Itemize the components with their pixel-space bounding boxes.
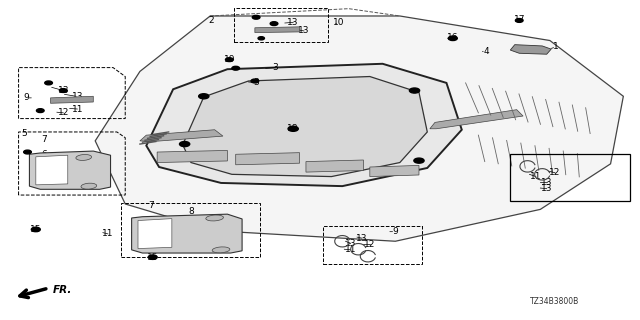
Text: 13: 13 — [345, 239, 356, 248]
Circle shape — [148, 255, 157, 260]
Text: 13: 13 — [541, 178, 552, 187]
Circle shape — [252, 15, 260, 19]
Circle shape — [45, 81, 52, 85]
Text: 11: 11 — [530, 172, 541, 181]
Text: TZ34B3800B: TZ34B3800B — [531, 297, 580, 306]
Ellipse shape — [206, 215, 223, 221]
Polygon shape — [51, 96, 93, 103]
Text: 9: 9 — [24, 93, 29, 102]
Circle shape — [31, 227, 40, 232]
Text: 6: 6 — [41, 150, 47, 159]
Text: 1: 1 — [554, 42, 559, 52]
Text: 9: 9 — [392, 227, 398, 236]
Polygon shape — [29, 151, 111, 189]
Text: 4: 4 — [483, 46, 489, 56]
Text: 14: 14 — [220, 236, 231, 245]
Polygon shape — [182, 76, 428, 177]
Ellipse shape — [81, 183, 97, 189]
Text: 3: 3 — [273, 63, 278, 72]
Text: 15: 15 — [30, 225, 42, 234]
Text: 19: 19 — [223, 55, 235, 64]
Text: 12: 12 — [131, 229, 143, 238]
Circle shape — [410, 88, 420, 93]
Text: 12: 12 — [58, 108, 69, 117]
Circle shape — [414, 158, 424, 163]
Bar — [234, 8, 328, 42]
Text: FR.: FR. — [53, 285, 72, 295]
Bar — [121, 203, 260, 257]
Text: 13: 13 — [356, 234, 367, 243]
Text: 12: 12 — [364, 240, 376, 249]
Text: 13: 13 — [541, 184, 552, 193]
Text: 5: 5 — [21, 129, 26, 138]
Circle shape — [515, 19, 523, 22]
Text: 18: 18 — [287, 124, 299, 133]
Text: 3: 3 — [253, 78, 259, 87]
Text: 13: 13 — [72, 92, 83, 101]
Text: 11: 11 — [72, 105, 83, 114]
Polygon shape — [370, 165, 419, 177]
Circle shape — [449, 36, 458, 41]
Circle shape — [198, 94, 209, 99]
Polygon shape — [236, 153, 300, 165]
Text: 7: 7 — [41, 135, 47, 144]
Circle shape — [270, 22, 278, 26]
Text: 13: 13 — [298, 27, 310, 36]
Polygon shape — [147, 64, 462, 186]
Ellipse shape — [76, 155, 92, 160]
Polygon shape — [36, 155, 68, 185]
Bar — [510, 154, 630, 201]
Circle shape — [225, 58, 233, 61]
Circle shape — [288, 126, 298, 131]
Polygon shape — [306, 160, 364, 172]
Text: 8: 8 — [86, 154, 92, 163]
Polygon shape — [95, 16, 623, 241]
Circle shape — [232, 66, 239, 70]
Text: 8: 8 — [188, 207, 194, 216]
Polygon shape — [140, 130, 223, 141]
Text: 15: 15 — [147, 253, 159, 262]
Bar — [323, 226, 422, 264]
Text: 7: 7 — [148, 201, 154, 210]
Circle shape — [179, 141, 189, 147]
Circle shape — [258, 37, 264, 40]
Text: 12: 12 — [549, 168, 561, 177]
Polygon shape — [138, 219, 172, 249]
Text: 10: 10 — [333, 19, 345, 28]
Text: 16: 16 — [447, 33, 459, 42]
Text: 13: 13 — [58, 86, 69, 95]
Polygon shape — [132, 214, 242, 253]
Polygon shape — [255, 27, 300, 33]
Text: 11: 11 — [345, 245, 356, 254]
Circle shape — [251, 79, 259, 83]
Text: 13: 13 — [287, 18, 299, 27]
Circle shape — [36, 109, 44, 113]
Ellipse shape — [212, 247, 230, 253]
Circle shape — [24, 150, 31, 154]
Text: 11: 11 — [102, 229, 114, 238]
Polygon shape — [430, 110, 523, 129]
Polygon shape — [510, 45, 551, 54]
Text: 2: 2 — [209, 16, 214, 25]
Text: 6: 6 — [74, 159, 80, 168]
Polygon shape — [157, 150, 227, 163]
Circle shape — [60, 89, 67, 92]
Text: 17: 17 — [513, 15, 525, 24]
